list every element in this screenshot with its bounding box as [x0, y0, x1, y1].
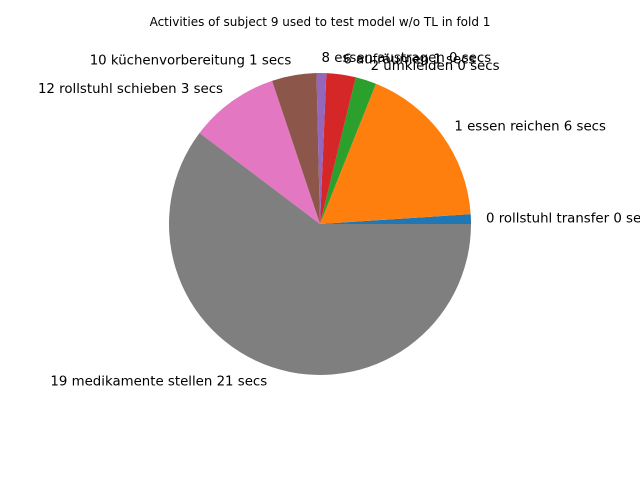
pie-slices — [169, 73, 471, 375]
pie-label-6: 12 rollstuhl schieben 3 secs — [38, 82, 223, 97]
pie-label-4: 8 essen austragen 0 secs — [322, 51, 492, 66]
chart-title: Activities of subject 9 used to test mod… — [150, 15, 491, 29]
pie-label-0: 0 rollstuhl transfer 0 secs — [486, 212, 640, 227]
pie-label-5: 10 küchenvorbereitung 1 secs — [90, 53, 292, 68]
pie-label-1: 1 essen reichen 6 secs — [454, 119, 606, 134]
pie-label-7: 19 medikamente stellen 21 secs — [50, 374, 267, 389]
